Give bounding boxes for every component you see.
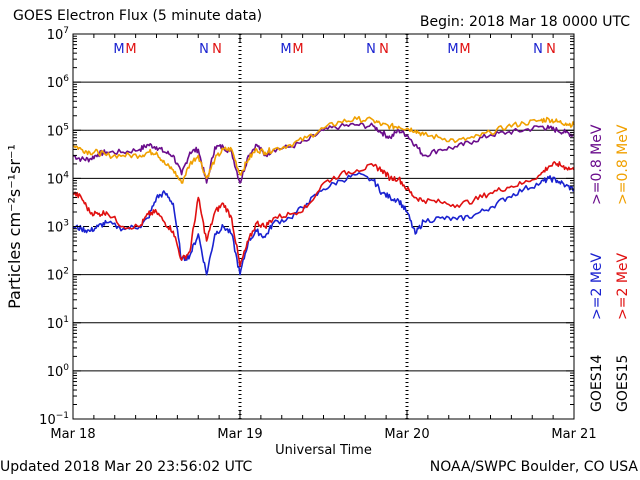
legend-entry-label: >=0.8 MeV bbox=[589, 124, 605, 205]
maneuver-marker: N bbox=[212, 42, 222, 57]
series-line-1 bbox=[72, 115, 575, 184]
series-line-2 bbox=[72, 172, 575, 276]
y-tick-label: 100 bbox=[47, 363, 70, 380]
y-axis-label: Particles cm⁻²s⁻¹sr⁻¹ bbox=[5, 144, 24, 309]
maneuver-marker: M bbox=[459, 42, 470, 57]
maneuver-marker: N bbox=[546, 42, 556, 57]
y-tick-exponent: 0 bbox=[63, 363, 69, 373]
y-tick-label: 103 bbox=[47, 219, 69, 236]
maneuver-marker: M bbox=[280, 42, 291, 57]
y-tick-exponent: 6 bbox=[63, 74, 69, 84]
maneuver-marker: N bbox=[533, 42, 543, 57]
maneuver-marker: N bbox=[199, 42, 209, 57]
grid-layer bbox=[73, 34, 574, 419]
x-axis-label: Universal Time bbox=[275, 443, 372, 458]
chart-title: GOES Electron Flux (5 minute data) bbox=[13, 8, 263, 24]
maneuver-marker: M bbox=[447, 42, 458, 57]
y-tick-exponent: −1 bbox=[56, 411, 69, 421]
y-tick-label: 102 bbox=[47, 267, 69, 284]
series-layer bbox=[72, 115, 575, 276]
legend-entry-label: >=2 MeV bbox=[589, 252, 605, 320]
legend-entry-label: >=2 MeV bbox=[615, 252, 631, 320]
y-tick-label: 101 bbox=[47, 315, 69, 332]
legend-satellite-label: GOES15 bbox=[615, 355, 631, 412]
credit-label: NOAA/SWPC Boulder, CO USA bbox=[429, 459, 638, 475]
y-tick-label: 105 bbox=[47, 122, 69, 139]
y-tick-label: 104 bbox=[47, 170, 70, 187]
series-line-3 bbox=[72, 161, 575, 268]
maneuver-marker: N bbox=[379, 42, 389, 57]
x-tick-label: Mar 20 bbox=[384, 427, 429, 442]
legend-satellite-label: GOES14 bbox=[589, 354, 605, 412]
updated-timestamp: Updated 2018 Mar 20 23:56:02 UTC bbox=[0, 459, 253, 475]
y-tick-label: 10−1 bbox=[39, 411, 69, 428]
y-tick-exponent: 2 bbox=[63, 267, 69, 277]
y-tick-label: 107 bbox=[47, 26, 69, 43]
maneuver-marker: N bbox=[366, 42, 376, 57]
y-tick-exponent: 4 bbox=[63, 170, 69, 180]
x-tick-label: Mar 18 bbox=[50, 427, 95, 442]
legend-entry-label: >=0.8 MeV bbox=[615, 124, 631, 205]
y-tick-exponent: 5 bbox=[63, 122, 69, 132]
y-tick-exponent: 1 bbox=[63, 315, 69, 325]
x-tick-label: Mar 21 bbox=[551, 427, 596, 442]
y-tick-exponent: 3 bbox=[63, 219, 69, 229]
begin-time-label: Begin: 2018 Mar 18 0000 UTC bbox=[419, 14, 630, 30]
x-tick-label: Mar 19 bbox=[217, 427, 262, 442]
y-tick-exponent: 7 bbox=[63, 26, 69, 36]
y-tick-label: 106 bbox=[47, 74, 70, 91]
maneuver-marker: M bbox=[125, 42, 136, 57]
maneuver-marker: M bbox=[113, 42, 124, 57]
maneuver-marker: M bbox=[292, 42, 303, 57]
frame-layer bbox=[72, 33, 575, 420]
